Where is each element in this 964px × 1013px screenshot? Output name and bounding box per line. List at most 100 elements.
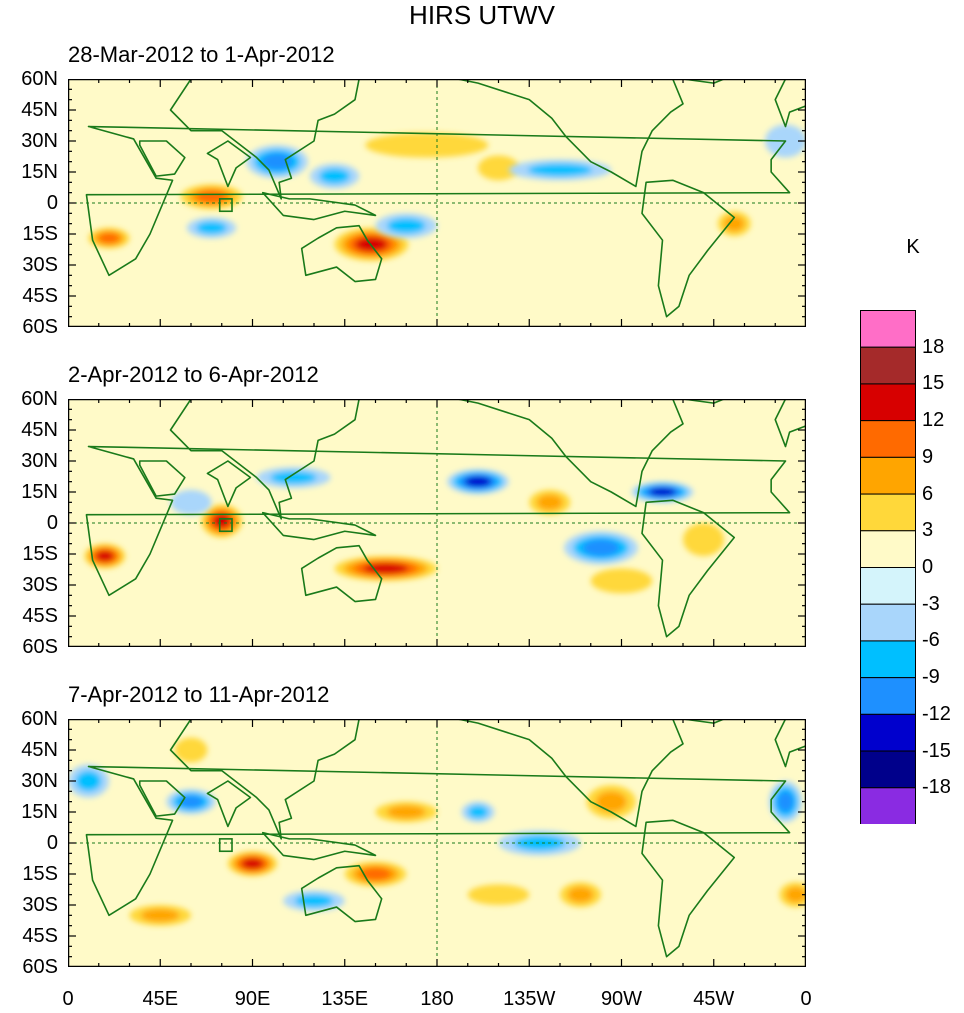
anomaly-feature [498, 830, 581, 856]
lat-label: 0 [46, 192, 58, 214]
anomaly-contour [387, 805, 426, 819]
panel-1-title: 28-Mar-2012 to 1-Apr-2012 [68, 42, 335, 67]
coastline-s-america [641, 819, 736, 958]
lon-label: 90E [234, 988, 271, 1010]
coastline-europe [774, 719, 806, 768]
colorbar-label: -3 [922, 592, 940, 615]
anomaly-contour [294, 894, 334, 908]
anomaly-feature [256, 467, 331, 488]
coastline-indonesia [261, 191, 377, 221]
anomaly-feature [717, 211, 751, 237]
anomaly-feature [129, 905, 191, 926]
anomaly-contour [724, 215, 745, 232]
anomaly-feature [174, 737, 208, 763]
coastline-australia [300, 864, 383, 923]
colorbar-swatch [860, 456, 916, 495]
lat-label: 60N [21, 708, 58, 730]
colorbar-label: -15 [922, 739, 951, 762]
lat-label: 45S [22, 605, 58, 627]
anomaly-contour [478, 155, 519, 181]
colorbar-swatch [860, 603, 916, 642]
colorbar-label: 18 [922, 335, 945, 358]
lon-label: 45E [142, 988, 179, 1010]
region-box [218, 518, 233, 533]
anomaly-contour [319, 168, 350, 184]
anomaly-feature [461, 801, 495, 823]
anomaly-contour [567, 886, 594, 903]
coastline-se-asia [169, 719, 360, 840]
lat-label: 30S [22, 894, 58, 916]
anomaly-contour [595, 791, 627, 812]
anomaly-feature [560, 882, 601, 908]
colorbar-swatch [860, 310, 916, 348]
lat-label: 60S [22, 956, 58, 978]
anomaly-contour [360, 867, 391, 881]
anomaly-contour [513, 835, 566, 851]
lat-label: 45S [22, 285, 58, 307]
coastline-india [206, 460, 252, 508]
lat-label: 0 [46, 832, 58, 854]
lat-label: 60N [21, 68, 58, 90]
anomaly-feature [375, 213, 437, 239]
anomaly-feature [309, 163, 360, 189]
colorbar-label: 3 [922, 519, 934, 542]
colorbar-unit: K [906, 236, 920, 258]
colorbar-swatch [860, 346, 916, 385]
anomaly-contour [527, 163, 593, 177]
lat-label: 0 [46, 512, 58, 534]
anomaly-contour [365, 132, 489, 158]
anomaly-feature [529, 489, 571, 515]
region-box [218, 198, 233, 213]
panel-3-map [68, 719, 806, 967]
anomaly-contour [95, 550, 114, 562]
coastline-s-america [641, 179, 736, 318]
lon-label: 135E [321, 988, 369, 1010]
colorbar-label: 15 [922, 372, 945, 395]
colorbar-swatch [860, 713, 916, 752]
coastline-europe [774, 79, 806, 128]
anomaly-contour [467, 884, 530, 905]
anomaly-feature [84, 543, 126, 569]
coastline-arabia [138, 140, 186, 177]
lat-label: 30S [22, 574, 58, 596]
coastline-n-america [456, 79, 684, 188]
colorbar-swatch [860, 787, 916, 824]
colorbar-label: -6 [922, 629, 940, 652]
colorbar-swatch [860, 493, 916, 532]
anomaly-contour [536, 494, 563, 511]
anomaly-feature [180, 184, 243, 210]
anomaly-feature [478, 155, 519, 181]
anomaly-contour [582, 539, 620, 557]
panel-2-map [68, 399, 806, 647]
coastline-s-america [641, 499, 736, 638]
colorbar-label: 0 [922, 556, 934, 578]
anomaly-contour [174, 737, 208, 763]
lat-label: 15S [22, 223, 58, 245]
colorbar-swatch [860, 530, 916, 569]
lat-label: 15N [21, 481, 58, 503]
anomaly-contour [170, 489, 212, 515]
colorbar-swatch [860, 750, 916, 789]
lat-label: 60S [22, 636, 58, 658]
lon-label: 180 [420, 988, 454, 1010]
lat-label: 15N [21, 801, 58, 823]
anomaly-feature [227, 851, 278, 877]
anomaly-feature [631, 481, 694, 503]
lat-label: 30N [21, 770, 58, 792]
coastline-australia [300, 224, 383, 283]
lat-label: 45N [21, 419, 58, 441]
colorbar-label: -12 [922, 702, 951, 725]
coastline-greenland-edge [682, 719, 725, 724]
coastline-africa [85, 125, 791, 277]
anomaly-feature [590, 568, 653, 594]
colorbar-label: -18 [922, 776, 951, 799]
anomaly-contour [270, 471, 317, 484]
anomaly-feature [564, 531, 638, 565]
lat-label: 30N [21, 450, 58, 472]
coastline-arabia [138, 780, 186, 817]
coastline-europe [774, 399, 806, 448]
anomaly-contour [467, 805, 489, 819]
colorbar-swatch [860, 383, 916, 422]
anomaly-contour [777, 791, 794, 812]
lat-label: 45S [22, 925, 58, 947]
